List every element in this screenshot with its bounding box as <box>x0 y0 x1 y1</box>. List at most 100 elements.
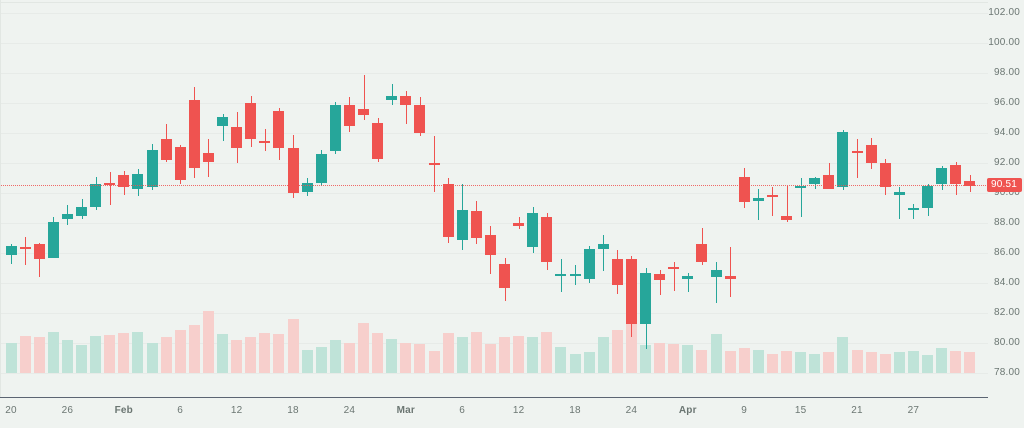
candle-body <box>372 122 384 159</box>
volume-bar <box>174 330 186 373</box>
volume-bar <box>569 353 581 373</box>
x-axis-tick-label: 24 <box>625 405 638 416</box>
candle-wick <box>603 235 604 271</box>
gridline <box>0 223 988 224</box>
candle-body <box>964 181 976 186</box>
volume-bar <box>414 344 426 373</box>
y-axis-tick-label: 96.00 <box>993 97 1020 108</box>
candle-wick <box>39 242 40 277</box>
candle-body <box>61 214 73 219</box>
volume-bar <box>668 344 680 373</box>
candle-wick <box>223 113 224 141</box>
volume-bar <box>907 350 919 373</box>
candle-wick <box>265 128 266 151</box>
candle-body <box>456 209 468 240</box>
candle-body <box>33 244 45 259</box>
volume-bar <box>893 352 905 373</box>
candle-body <box>132 173 144 189</box>
candle-body <box>795 185 807 188</box>
plot-area[interactable] <box>0 0 988 397</box>
volume-bar <box>879 353 891 373</box>
gridline <box>0 13 988 14</box>
volume-bar <box>231 339 243 373</box>
volume-bar <box>738 348 750 373</box>
volume-bar <box>696 349 708 373</box>
volume-bar <box>809 353 821 373</box>
candle-wick <box>660 269 661 295</box>
volume-bar <box>33 337 45 373</box>
candle-wick <box>392 83 393 105</box>
volume-bar <box>146 342 158 373</box>
y-axis[interactable]: 102.00 100.00 98.00 96.00 94.00 92.00 90.00 88.… <box>986 0 1024 428</box>
candle-body <box>907 208 919 210</box>
volume-bar <box>583 352 595 373</box>
candle-body <box>329 104 341 151</box>
volume-bar <box>823 352 835 373</box>
x-axis-tick-label: Apr <box>678 405 697 416</box>
volume-bar <box>160 337 172 373</box>
candle-body <box>188 100 200 168</box>
gridline <box>0 373 988 374</box>
volume-bar <box>5 342 17 373</box>
candle-body <box>484 235 496 255</box>
candle-wick <box>787 185 788 222</box>
volume-bar <box>217 334 228 373</box>
gridline <box>0 343 988 344</box>
plot-top-border <box>0 2 988 3</box>
candle-body <box>259 140 271 143</box>
volume-bar <box>950 350 962 373</box>
candle-body <box>428 163 440 165</box>
candle-body <box>470 211 482 238</box>
volume-bar <box>611 330 623 373</box>
volume-bar <box>597 337 609 373</box>
x-axis-tick-label: 9 <box>741 405 748 416</box>
x-axis[interactable]: 20 26 Feb 6 12 18 24 Mar 6 12 18 24 Apr 9 15 21 27 <box>0 397 988 428</box>
candle-body <box>738 176 750 202</box>
volume-bar <box>527 337 539 373</box>
volume-bar <box>245 337 257 373</box>
candle-wick <box>364 74 365 120</box>
gridline <box>0 313 988 314</box>
candle-body <box>879 163 891 187</box>
volume-bar <box>343 342 355 373</box>
x-axis-tick-label: 20 <box>5 405 17 416</box>
candle-body <box>583 248 595 279</box>
volume-bar <box>936 348 948 373</box>
volume-bar <box>19 335 31 373</box>
x-axis-tick-label: 18 <box>287 405 299 416</box>
candle-wick <box>716 262 717 303</box>
gridline <box>0 163 988 164</box>
x-axis-tick-label: 12 <box>230 405 243 416</box>
candle-body <box>724 275 736 279</box>
candle-body <box>823 175 835 189</box>
gridline <box>0 193 988 194</box>
candle-body <box>936 167 948 184</box>
volume-series <box>5 311 976 373</box>
candle-body <box>118 175 130 187</box>
candle-wick <box>688 272 689 292</box>
volume-bar <box>625 322 637 373</box>
candle-body <box>343 104 355 126</box>
volume-bar <box>287 319 299 373</box>
candle-body <box>710 269 722 277</box>
candle-body <box>202 152 214 162</box>
volume-bar <box>104 334 116 373</box>
candle-wick <box>730 247 731 297</box>
volume-bar <box>90 335 102 373</box>
candle-body <box>809 178 821 184</box>
gridline <box>0 133 988 134</box>
x-axis-tick-label: 24 <box>343 405 356 416</box>
volume-bar <box>188 324 200 373</box>
y-axis-tick-label: 98.00 <box>993 67 1020 78</box>
volume-bar <box>456 337 468 373</box>
candle-body <box>146 149 158 187</box>
candle-body <box>47 221 59 258</box>
candle-body <box>541 217 553 262</box>
candle-body <box>654 274 666 280</box>
volume-bar <box>964 352 976 373</box>
volume-bar <box>837 337 849 373</box>
candle-body <box>245 103 257 139</box>
x-axis-tick-label: 6 <box>459 405 466 416</box>
y-axis-tick-label: 94.00 <box>993 127 1020 138</box>
